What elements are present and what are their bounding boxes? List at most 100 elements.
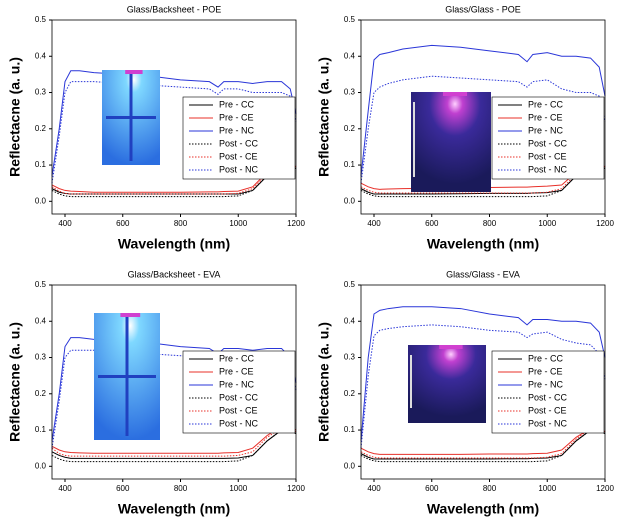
legend-label: Post - CE: [528, 151, 567, 161]
y-tick-label: 0.5: [344, 280, 356, 289]
legend-label: Pre - CE: [219, 112, 254, 122]
x-tick-label: 600: [116, 219, 130, 228]
inset-image: [94, 313, 160, 440]
x-tick-label: 1200: [596, 484, 614, 493]
chart-title: Glass/Backsheet - EVA: [128, 269, 221, 279]
legend-label: Post - NC: [528, 418, 568, 428]
y-tick-label: 0.4: [35, 51, 47, 60]
x-tick-label: 1000: [538, 484, 556, 493]
data-line: [360, 44, 606, 176]
x-tick-label: 800: [483, 219, 497, 228]
y-tick-label: 0.1: [344, 425, 356, 434]
y-tick-label: 0.4: [344, 316, 356, 325]
legend-label: Pre - NC: [528, 379, 564, 389]
x-tick-label: 1200: [596, 219, 614, 228]
legend-label: Pre - CC: [528, 353, 564, 363]
y-tick-label: 0.2: [35, 389, 47, 398]
y-tick-label: 0.2: [344, 124, 356, 133]
y-axis-label: Reflectacne (a. u.): [316, 322, 332, 442]
x-tick-label: 800: [483, 484, 497, 493]
chart-title: Glass/Glass - POE: [445, 4, 521, 14]
legend-label: Pre - CC: [528, 99, 564, 109]
x-axis-label: Wavelength (nm): [118, 236, 230, 252]
x-tick-label: 400: [367, 219, 381, 228]
inset-image: [411, 92, 491, 192]
y-tick-label: 0.1: [344, 160, 356, 169]
plot-frame: [360, 284, 606, 480]
y-tick-label: 0.4: [344, 51, 356, 60]
x-tick-label: 1000: [229, 484, 247, 493]
legend-label: Pre - CE: [219, 366, 254, 376]
legend-label: Post - NC: [219, 164, 259, 174]
data-line: [51, 337, 297, 442]
legend-label: Pre - CE: [528, 112, 563, 122]
x-tick-label: 400: [58, 219, 72, 228]
data-line: [51, 429, 297, 459]
y-tick-label: 0.5: [35, 280, 47, 289]
plot-frame: [360, 19, 606, 215]
data-line: [360, 429, 606, 463]
chart-title: Glass/Glass - EVA: [446, 269, 520, 279]
x-tick-label: 1000: [538, 219, 556, 228]
chart-panel: Glass/Glass - POE Wavelength (nm) Reflecta…: [316, 4, 615, 251]
y-tick-label: 0.4: [35, 316, 47, 325]
y-tick-label: 0.0: [35, 461, 47, 470]
inset-busbar: [443, 92, 467, 96]
y-axis-label: Reflectacne (a. u.): [7, 322, 23, 442]
legend-label: Post - CE: [219, 151, 258, 161]
x-tick-label: 1200: [287, 484, 305, 493]
y-tick-label: 0.2: [344, 389, 356, 398]
data-line: [51, 81, 297, 184]
y-tick-label: 0.1: [35, 425, 47, 434]
legend-label: Pre - NC: [219, 125, 255, 135]
y-tick-label: 0.1: [35, 160, 47, 169]
legend-label: Pre - CC: [219, 99, 255, 109]
legend-label: Pre - CC: [219, 353, 255, 363]
data-line: [51, 427, 297, 457]
y-tick-label: 0.3: [344, 88, 356, 97]
y-axis-label: Reflectacne (a. u.): [316, 57, 332, 177]
legend-box: [491, 350, 605, 434]
data-line: [360, 306, 606, 441]
data-line: [51, 429, 297, 463]
x-tick-label: 600: [116, 484, 130, 493]
x-tick-label: 400: [58, 484, 72, 493]
inset-photo: [411, 92, 491, 192]
x-tick-label: 1200: [287, 219, 305, 228]
y-tick-label: 0.5: [344, 15, 356, 24]
x-tick-label: 1000: [229, 219, 247, 228]
x-axis-label: Wavelength (nm): [427, 501, 539, 517]
legend-label: Post - CC: [219, 138, 259, 148]
data-line: [51, 162, 297, 195]
y-tick-label: 0.0: [344, 461, 356, 470]
legend-label: Pre - NC: [219, 379, 255, 389]
y-axis-label: Reflectacne (a. u.): [7, 57, 23, 177]
inset-image: [408, 345, 486, 423]
y-tick-label: 0.3: [35, 88, 47, 97]
data-line: [360, 427, 606, 459]
y-tick-label: 0.0: [35, 196, 47, 205]
data-line: [51, 425, 297, 454]
plot-frame: [51, 284, 297, 480]
legend-box: [182, 96, 296, 180]
legend-label: Pre - NC: [528, 125, 564, 135]
legend-label: Post - NC: [528, 164, 568, 174]
data-line: [51, 70, 297, 177]
x-tick-label: 800: [174, 219, 188, 228]
legend-label: Post - NC: [219, 418, 259, 428]
chart-title: Glass/Backsheet - POE: [127, 4, 222, 14]
legend-label: Post - CC: [528, 392, 568, 402]
inset-edge: [413, 102, 415, 177]
inset-busbar: [120, 313, 141, 317]
data-line: [360, 324, 606, 449]
x-tick-label: 600: [425, 484, 439, 493]
inset-edge: [410, 355, 412, 408]
inset-photo: [408, 345, 486, 423]
y-tick-label: 0.2: [35, 124, 47, 133]
data-line: [360, 75, 606, 184]
y-tick-label: 0.0: [344, 196, 356, 205]
x-tick-label: 800: [174, 484, 188, 493]
chart-panel: Glass/Glass - EVA Wavelength (nm) Reflecta…: [316, 269, 615, 516]
